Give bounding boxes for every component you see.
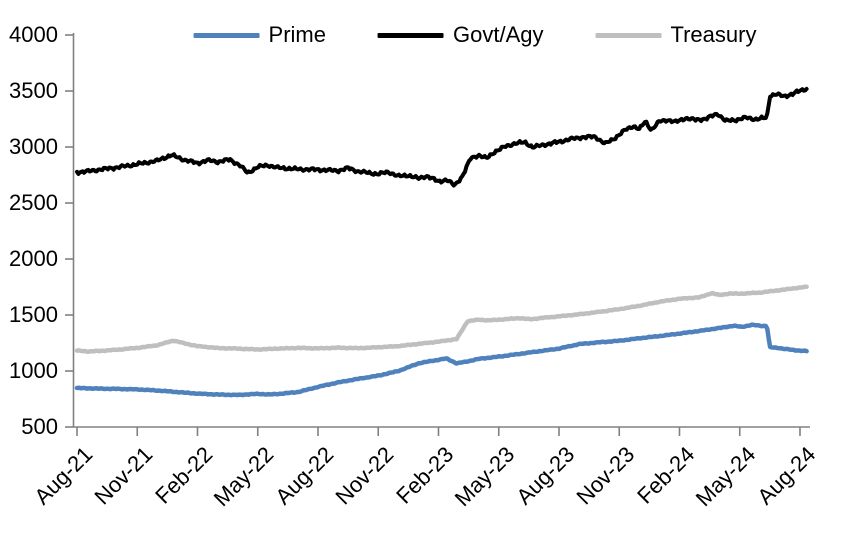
series-line-treasury [74, 284, 809, 355]
y-tick-label: 4000 [9, 22, 58, 47]
series-line-govt-agy [75, 86, 809, 188]
series-line-prime [74, 322, 809, 398]
treasury-line-swatch [595, 32, 662, 38]
y-tick-label: 2000 [9, 246, 58, 271]
legend-label-treasury: Treasury [670, 22, 757, 47]
legend-item-treasury: Treasury [595, 24, 756, 46]
y-tick-label: 3500 [9, 78, 58, 103]
prime-line-swatch [193, 32, 260, 38]
y-tick-label: 2500 [9, 190, 58, 215]
legend-label-prime: Prime [268, 22, 326, 47]
legend-label-govt-agy: Govt/Agy [452, 22, 544, 47]
govt-agy-line-swatch [377, 32, 444, 38]
chart-legend: Prime Govt/Agy Treasury [193, 22, 756, 47]
y-tick-label: 500 [21, 414, 58, 439]
y-tick-label: 3000 [9, 134, 58, 159]
y-tick-label: 1000 [9, 358, 58, 383]
legend-item-govt-agy: Govt/Agy [377, 22, 544, 47]
y-tick-label: 1500 [9, 302, 58, 327]
legend-item-prime: Prime [193, 22, 326, 47]
